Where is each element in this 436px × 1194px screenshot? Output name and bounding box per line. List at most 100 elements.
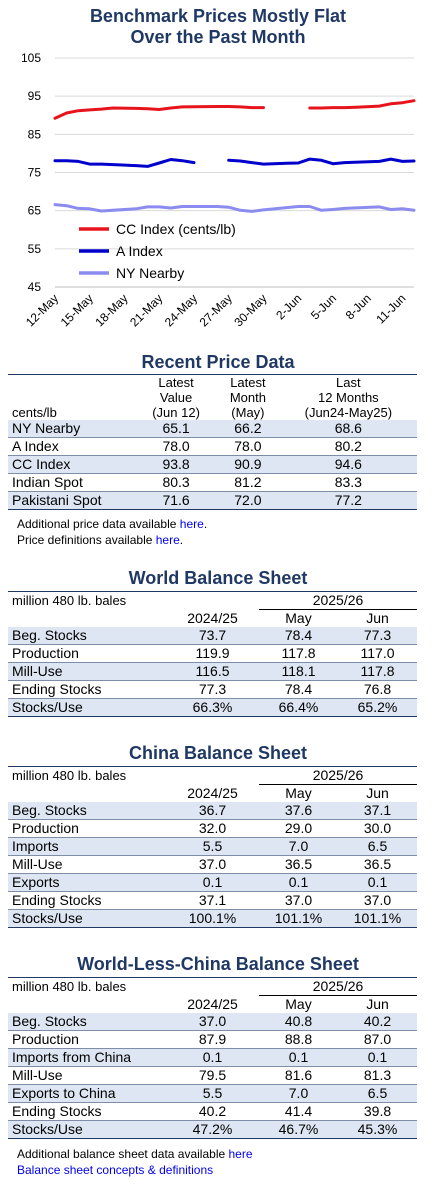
cell-value: 65.2% xyxy=(338,698,417,717)
x-tick-label: 12-May xyxy=(23,291,61,329)
cell-value: 119.9 xyxy=(166,644,259,663)
table-row: Indian Spot 80.3 81.2 83.3 xyxy=(8,473,417,492)
recent-unit-label: cents/lb xyxy=(12,405,57,420)
col-prev-year: 2024/25 xyxy=(187,609,238,626)
series-line-1 xyxy=(53,158,196,168)
y-tick-label: 65 xyxy=(28,204,42,218)
series-line-0 xyxy=(53,105,265,120)
cell-value: 6.5 xyxy=(338,837,417,856)
row-label: Ending Stocks xyxy=(8,891,166,910)
table-row: CC Index 93.8 90.9 94.6 xyxy=(8,455,417,474)
cell-value: 117.0 xyxy=(338,644,417,663)
wlc-note-1: Additional balance sheet data available … xyxy=(17,1147,253,1162)
recent-col3-h3: (Jun24-May25) xyxy=(304,405,393,420)
table-row: Production 32.0 29.0 30.0 xyxy=(8,819,417,838)
row-label: Beg. Stocks xyxy=(8,627,166,645)
table-row: Production 87.9 88.8 87.0 xyxy=(8,1030,417,1049)
cell-value: 65.1 xyxy=(136,420,217,438)
cell-value: 5.5 xyxy=(166,1084,259,1103)
series-line-0 xyxy=(308,99,416,110)
table-row: Imports from China 0.1 0.1 0.1 xyxy=(8,1048,417,1067)
cell-value: 77.3 xyxy=(166,680,259,699)
cell-value: 37.0 xyxy=(166,855,259,874)
recent-col1-h2: Value xyxy=(159,390,193,405)
recent-note-2-text: Price definitions available xyxy=(17,533,156,547)
recent-note-1-text: Additional price data available xyxy=(17,517,180,531)
cell-value: 45.3% xyxy=(338,1120,417,1139)
legend-label: CC Index (cents/lb) xyxy=(116,221,236,237)
recent-col2-h2: Month xyxy=(229,390,266,405)
cell-value: 46.7% xyxy=(259,1120,338,1139)
cell-value: 83.3 xyxy=(279,473,417,492)
cell-value: 37.0 xyxy=(259,891,338,910)
row-label: Imports from China xyxy=(8,1048,166,1067)
table-row: Beg. Stocks 73.7 78.4 77.3 xyxy=(8,627,417,645)
cell-value: 77.3 xyxy=(338,627,417,645)
row-label: CC Index xyxy=(8,455,136,474)
cell-value: 47.2% xyxy=(166,1120,259,1139)
wlc-balance-table: million 480 lb. bales 2025/26 2024/25 May Ju… xyxy=(8,977,417,1139)
china-balance-title: China Balance Sheet xyxy=(128,743,308,763)
cell-value: 36.7 xyxy=(166,802,259,820)
cell-value: 32.0 xyxy=(166,819,259,838)
row-label: NY Nearby xyxy=(8,420,136,438)
cell-value: 117.8 xyxy=(338,662,417,681)
price-definitions-link[interactable]: here xyxy=(155,533,180,547)
cell-value: 68.6 xyxy=(279,420,417,438)
cell-value: 40.2 xyxy=(166,1102,259,1121)
recent-price-title: Recent Price Data xyxy=(141,352,295,372)
cell-value: 37.6 xyxy=(259,802,338,820)
chart-title-line-1: Benchmark Prices Mostly Flat xyxy=(89,6,347,26)
cell-value: 7.0 xyxy=(259,1084,338,1103)
cell-value: 87.0 xyxy=(338,1030,417,1049)
cell-value: 36.5 xyxy=(338,855,417,874)
cell-value: 93.8 xyxy=(136,455,217,474)
cell-value: 78.4 xyxy=(259,627,338,645)
balance-header-row-1: million 480 lb. bales 2025/26 xyxy=(8,766,417,785)
table-row: Production 119.9 117.8 117.0 xyxy=(8,644,417,663)
cell-value: 78.0 xyxy=(136,437,217,456)
year-next-label: 2025/26 xyxy=(259,766,417,785)
balance-header-row-2: 2024/25 May Jun xyxy=(8,996,417,1014)
unit-label: million 480 lb. bales xyxy=(8,766,166,785)
cell-value: 37.0 xyxy=(338,891,417,910)
x-tick-label: 21-May xyxy=(127,291,165,329)
chart-title: Benchmark Prices Mostly Flat Over the Pa… xyxy=(0,6,436,48)
recent-note-2-end: . xyxy=(179,533,184,547)
cell-value: 87.9 xyxy=(166,1030,259,1049)
series-line-2 xyxy=(53,203,416,213)
cell-value: 30.0 xyxy=(338,819,417,838)
cell-value: 0.1 xyxy=(259,1048,338,1067)
table-row: Mill-Use 116.5 118.1 117.8 xyxy=(8,662,417,681)
cell-value: 78.0 xyxy=(216,437,280,456)
cell-value: 37.0 xyxy=(166,1013,259,1031)
balance-data-link[interactable]: here xyxy=(228,1147,253,1161)
table-row: Pakistani Spot 71.6 72.0 77.2 xyxy=(8,491,417,510)
x-tick-label: 27-May xyxy=(197,291,235,329)
cell-value: 37.1 xyxy=(338,802,417,820)
price-data-link[interactable]: here xyxy=(179,517,204,531)
table-row: Beg. Stocks 36.7 37.6 37.1 xyxy=(8,802,417,820)
table-row: Exports 0.1 0.1 0.1 xyxy=(8,873,417,892)
table-row: Ending Stocks 37.1 37.0 37.0 xyxy=(8,891,417,910)
table-row: Beg. Stocks 37.0 40.8 40.2 xyxy=(8,1013,417,1031)
cell-value: 40.8 xyxy=(259,1013,338,1031)
y-tick-label: 45 xyxy=(28,280,42,294)
cell-value: 101.1% xyxy=(338,909,417,928)
balance-header-row-2: 2024/25 May Jun xyxy=(8,785,417,803)
cell-value: 100.1% xyxy=(166,909,259,928)
row-label: Exports to China xyxy=(8,1084,166,1103)
table-row: Ending Stocks 40.2 41.4 39.8 xyxy=(8,1102,417,1121)
x-tick-label: 30-May xyxy=(231,291,269,329)
recent-col2-h1: Latest xyxy=(216,374,280,390)
recent-price-table: Latest Latest Last Value Month 12 Months… xyxy=(8,374,417,510)
table-row: Exports to China 5.5 7.0 6.5 xyxy=(8,1084,417,1103)
balance-definitions-link[interactable]: Balance sheet concepts & definitions xyxy=(17,1163,214,1177)
x-tick-label: 24-May xyxy=(162,291,200,329)
row-label: Pakistani Spot xyxy=(8,491,136,510)
col-may: May xyxy=(285,610,312,626)
cell-value: 29.0 xyxy=(259,819,338,838)
balance-header-row-2: 2024/25 May Jun xyxy=(8,610,417,628)
cell-value: 0.1 xyxy=(259,873,338,892)
row-label: Mill-Use xyxy=(8,1066,166,1085)
